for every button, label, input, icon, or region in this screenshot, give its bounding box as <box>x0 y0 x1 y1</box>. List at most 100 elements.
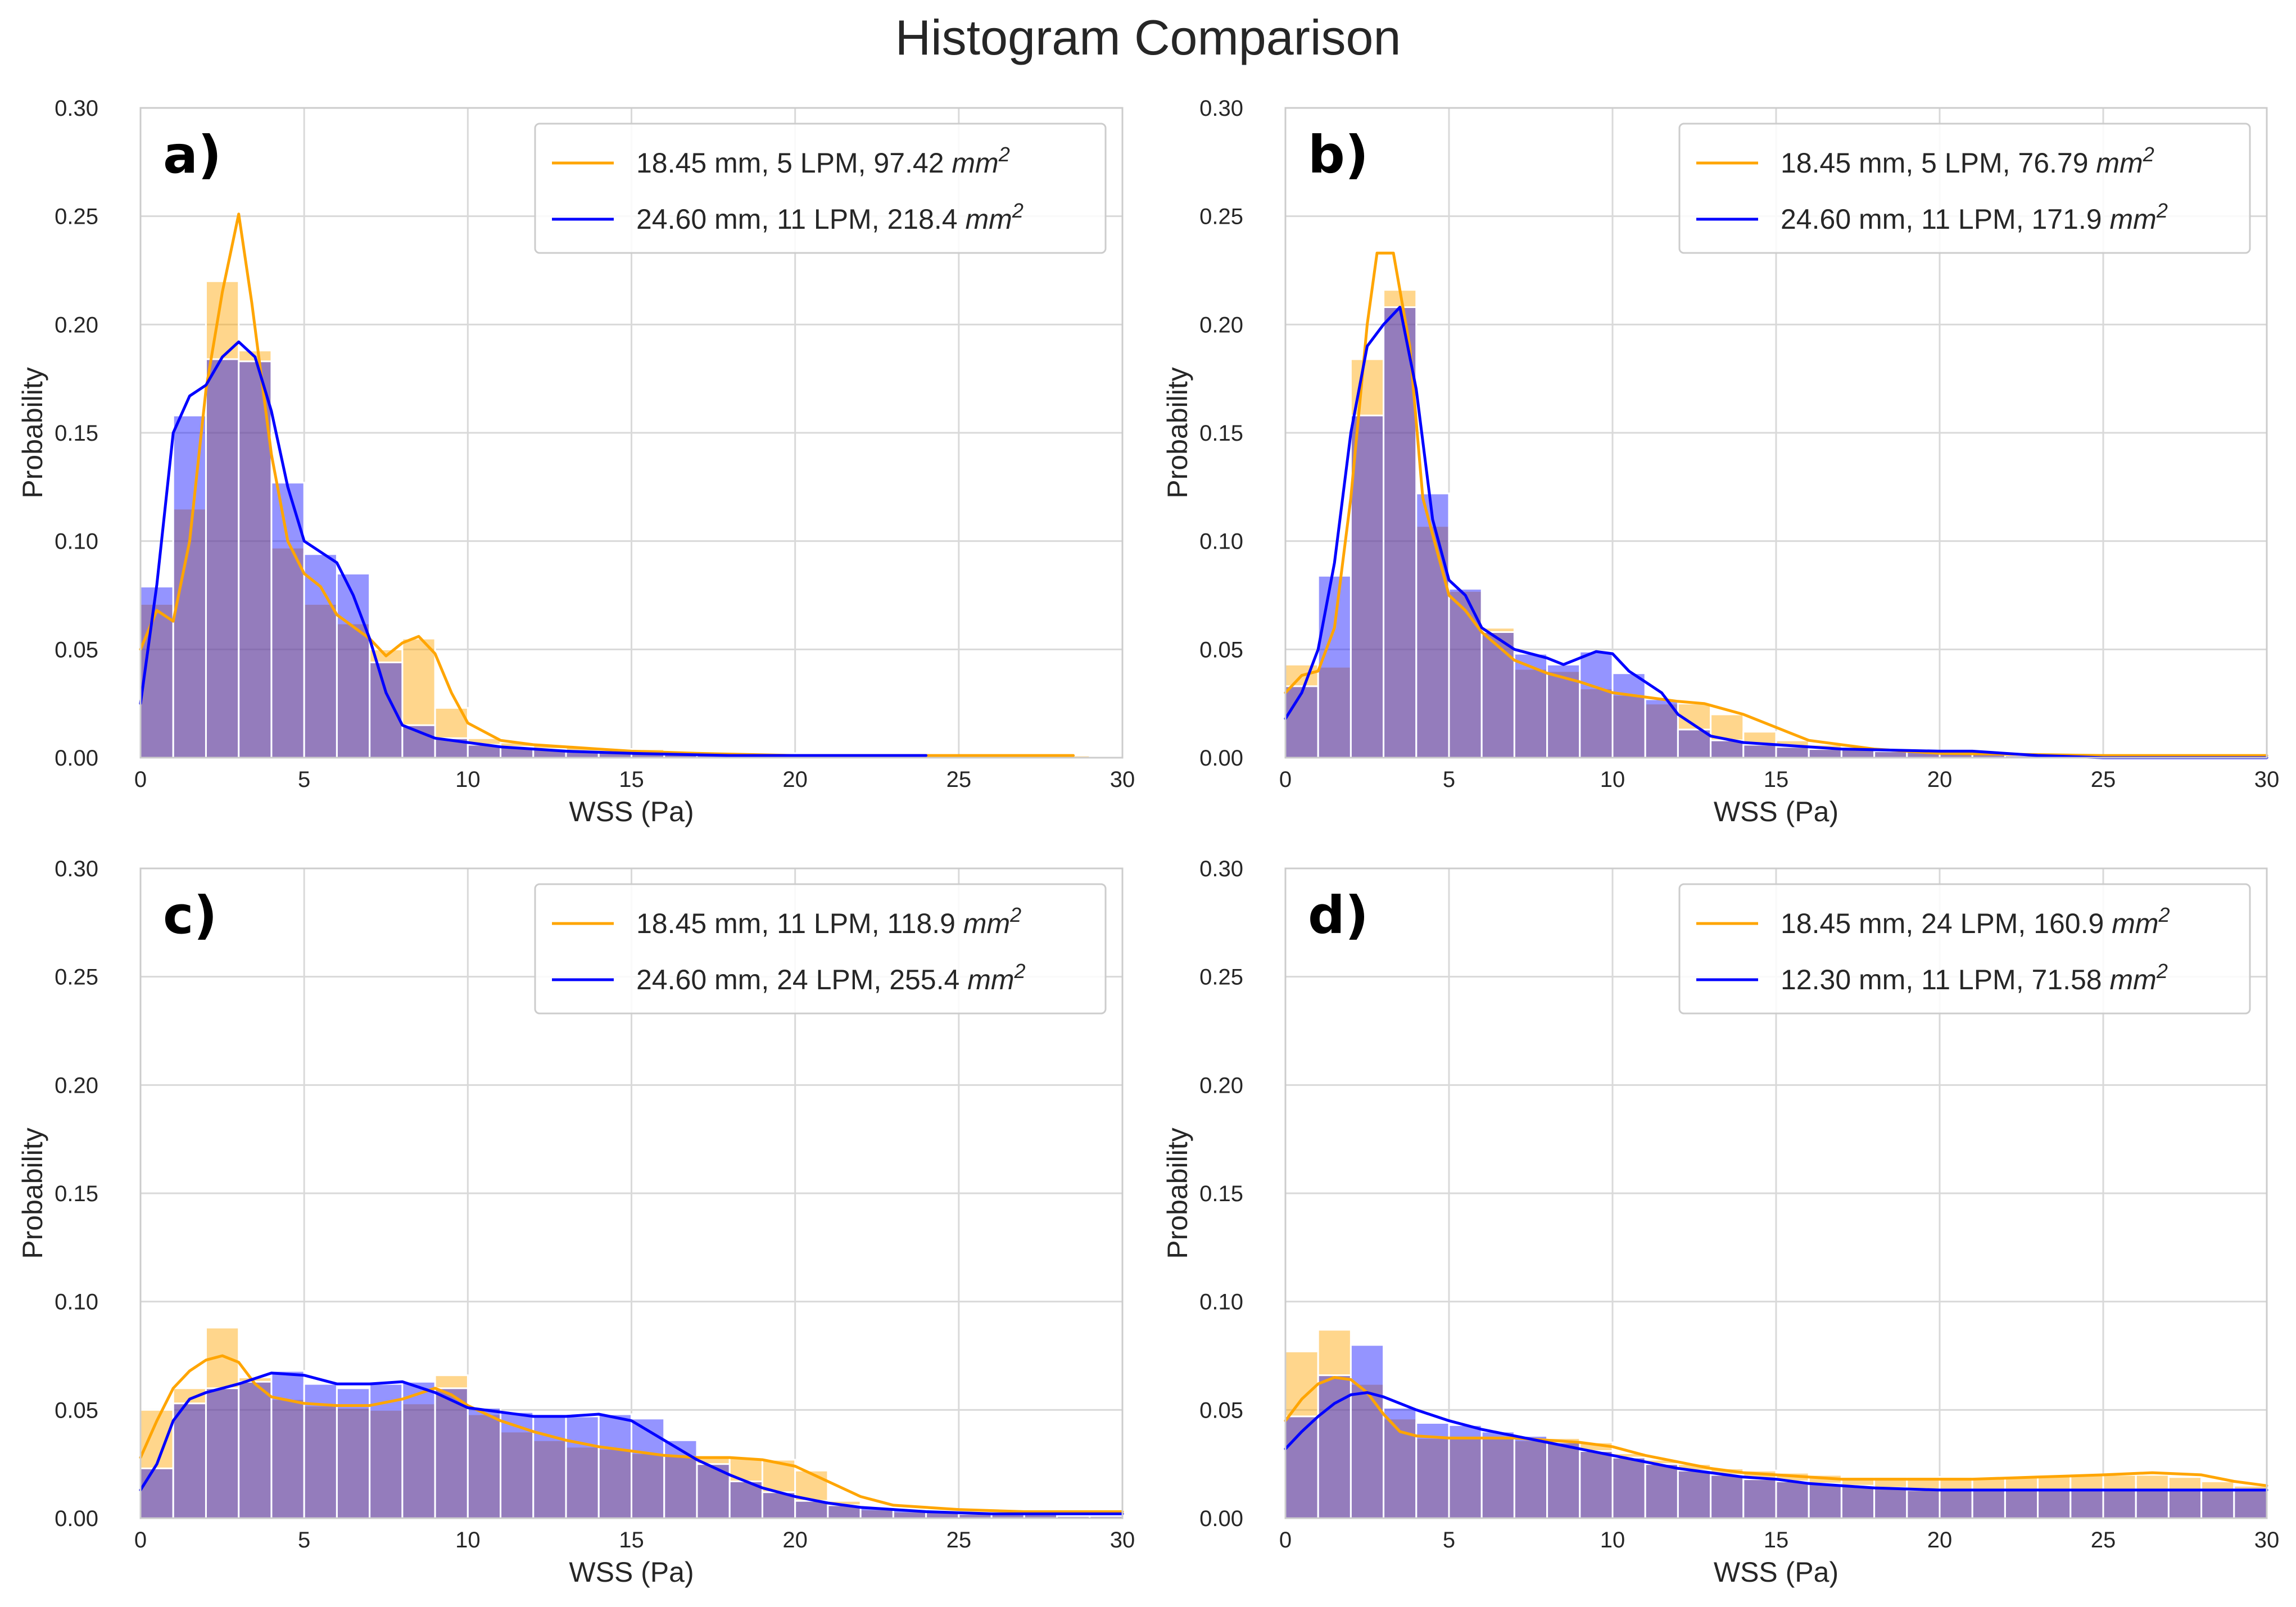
x-tick-label: 15 <box>619 1528 644 1552</box>
x-tick-label: 30 <box>1110 1528 1135 1552</box>
y-tick-label: 0.10 <box>1199 529 1243 554</box>
x-tick-label: 15 <box>1764 767 1789 792</box>
hist-bar <box>1840 1484 1876 1519</box>
legend-label: 24.60 mm, 11 LPM, 171.9 mm2 <box>1781 199 2168 235</box>
hist-bar <box>336 622 371 759</box>
kde-line-orange <box>139 212 1075 757</box>
hist-bar <box>728 1456 763 1519</box>
y-axis-title: Probability <box>17 1128 48 1259</box>
y-tick-label: 0.00 <box>55 1506 98 1531</box>
hist-bar <box>2069 1489 2104 1519</box>
legend: 18.45 mm, 5 LPM, 97.42 mm2 24.60 mm, 11 L… <box>534 123 1107 254</box>
x-tick-label: 20 <box>782 1528 808 1552</box>
x-tick-label: 20 <box>782 767 808 792</box>
legend-box <box>1678 123 2251 254</box>
hist-bar <box>1611 672 1646 759</box>
hist-bar <box>1317 574 1352 759</box>
x-tick-label: 25 <box>2091 767 2116 792</box>
hist-bar <box>2004 1489 2039 1519</box>
x-tick-label: 0 <box>1279 767 1292 792</box>
x-tick-label: 10 <box>455 1528 481 1552</box>
panel-label: b) <box>1308 125 1369 185</box>
y-tick-label: 0.05 <box>1199 637 1243 662</box>
x-axis-title: WSS (Pa) <box>1714 1556 1838 1588</box>
hist-bar <box>1808 748 1842 759</box>
x-tick-label: 10 <box>455 767 481 792</box>
axes-frame <box>1284 107 2268 759</box>
hist-bar <box>336 1387 371 1519</box>
y-axis-title: Probability <box>17 367 48 498</box>
hist-bar <box>1742 1478 1777 1519</box>
hist-bar <box>1546 670 1581 759</box>
x-tick-label: 5 <box>1443 1528 1455 1552</box>
legend: 18.45 mm, 5 LPM, 76.79 mm2 24.60 mm, 11 L… <box>1678 123 2251 254</box>
x-tick-label: 15 <box>1764 1528 1789 1552</box>
hist-bar <box>1480 1431 1515 1519</box>
hist-bar <box>1579 650 1614 759</box>
y-tick-label: 0.00 <box>55 746 98 771</box>
hist-bar <box>1480 627 1515 759</box>
legend-label: 24.60 mm, 24 LPM, 255.4 mm2 <box>636 959 1026 995</box>
chart-panel-1: 0 5 10 15 20 25 30 0.00 0.05 0.10 0.15 0.20 0.25 0.30… <box>17 96 1135 827</box>
y-tick-label: 0.30 <box>55 857 98 881</box>
x-tick-label: 25 <box>947 767 972 792</box>
y-axis-title: Probability <box>1162 1128 1193 1259</box>
hist-bar <box>500 1411 535 1519</box>
x-axis-title: WSS (Pa) <box>569 1556 694 1588</box>
y-tick-label: 0.15 <box>55 1182 98 1206</box>
y-tick-label: 0.20 <box>55 1073 98 1098</box>
x-tick-label: 10 <box>1600 1528 1625 1552</box>
hist-bar <box>172 414 207 759</box>
legend-label: 18.45 mm, 5 LPM, 76.79 mm2 <box>1781 143 2154 179</box>
hist-bar <box>1349 414 1385 759</box>
hist-bar <box>467 1406 502 1519</box>
chart-panel-2: 0 5 10 15 20 25 30 0.00 0.05 0.10 0.15 0.20 0.25 0.30… <box>1162 96 2279 827</box>
kde-line-orange <box>139 1354 1124 1513</box>
x-tick-label: 25 <box>2091 1528 2116 1552</box>
x-tick-label: 0 <box>134 767 147 792</box>
hist-bar <box>597 1448 633 1519</box>
y-axis-title: Probability <box>1162 367 1193 498</box>
x-tick-label: 20 <box>1927 767 1953 792</box>
y-tick-label: 0.25 <box>1199 205 1243 229</box>
figure-title: Histogram Comparison <box>895 10 1401 65</box>
kde-line-blue <box>1284 1391 2268 1492</box>
y-tick-label: 0.05 <box>55 637 98 662</box>
x-tick-label: 10 <box>1600 767 1625 792</box>
legend-box <box>534 123 1107 254</box>
axes-frame <box>139 107 1124 759</box>
hist-bar <box>2102 1489 2137 1519</box>
chart-panel-4: 0 5 10 15 20 25 30 0.00 0.05 0.10 0.15 0.20 0.25 0.30… <box>1162 857 2279 1588</box>
hist-bar <box>270 482 305 759</box>
y-tick-label: 0.15 <box>1199 421 1243 446</box>
y-tick-label: 0.25 <box>1199 965 1243 990</box>
x-tick-label: 5 <box>298 767 310 792</box>
legend-label: 18.45 mm, 5 LPM, 97.42 mm2 <box>636 143 1010 179</box>
y-tick-label: 0.05 <box>55 1398 98 1423</box>
hist-bar <box>2233 1489 2268 1519</box>
y-tick-label: 0.20 <box>1199 313 1243 337</box>
y-tick-label: 0.20 <box>1199 1073 1243 1098</box>
legend-box <box>534 883 1107 1015</box>
y-tick-label: 0.20 <box>55 313 98 337</box>
hist-bar <box>172 1402 207 1519</box>
hist-bar <box>2135 1489 2170 1519</box>
legend-label: 18.45 mm, 11 LPM, 118.9 mm2 <box>636 903 1021 939</box>
hist-bar <box>1906 1489 1941 1519</box>
x-axis-title: WSS (Pa) <box>1714 796 1838 827</box>
hist-bar <box>270 1370 305 1519</box>
hist-bar <box>1383 1406 1418 1519</box>
hist-bar <box>205 358 240 759</box>
hist-bar <box>2167 1489 2203 1519</box>
hist-bar <box>1579 1450 1614 1519</box>
hist-bar <box>1808 1482 1842 1519</box>
y-tick-label: 0.05 <box>1199 1398 1243 1423</box>
hist-bar <box>401 637 436 759</box>
kde-line-orange <box>1284 251 2268 757</box>
kde-line-blue <box>139 1371 1124 1515</box>
hist-bar <box>401 1380 436 1519</box>
hist-bar <box>1448 1437 1483 1519</box>
legend-label: 24.60 mm, 11 LPM, 218.4 mm2 <box>636 199 1024 235</box>
hist-bar <box>1611 1456 1646 1519</box>
